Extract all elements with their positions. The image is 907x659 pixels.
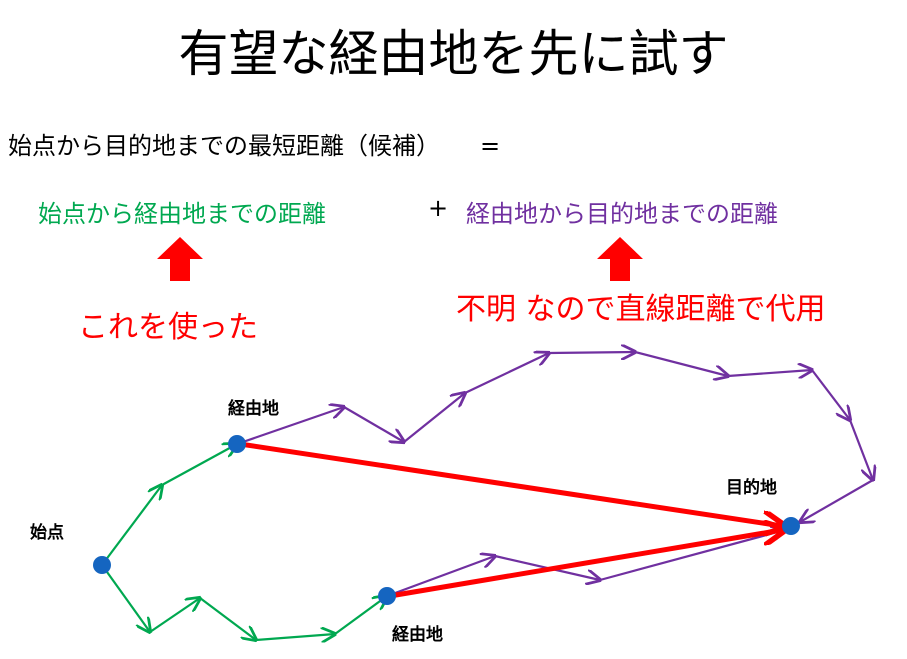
- note-unknown-substitute: 不明 なので直線距離で代用: [456, 292, 826, 327]
- note-used: これを使った: [78, 310, 258, 345]
- purple-path-upper: [236, 352, 873, 522]
- node-waypoint-lower: [378, 587, 396, 605]
- equals-sign: =: [480, 132, 501, 160]
- red-straight-line-upper: [239, 441, 782, 526]
- label-start: 始点: [30, 522, 64, 543]
- green-path-upper: [101, 444, 237, 566]
- label-goal: 目的地: [726, 477, 777, 498]
- formula-lhs: 始点から目的地までの最短距離（候補） =: [8, 126, 500, 161]
- page-title: 有望な経由地を先に試す: [178, 25, 729, 83]
- green-path-lower: [101, 564, 387, 640]
- formula-term-start-to-waypoint: 始点から経由地までの距離: [38, 200, 326, 228]
- formula-term-waypoint-to-goal: 経由地から目的地までの距離: [466, 200, 778, 228]
- up-arrow-icon-left: [157, 237, 203, 281]
- node-start: [93, 556, 111, 574]
- red-straight-line-lower: [389, 530, 782, 599]
- node-waypoint-upper: [228, 435, 246, 453]
- up-arrow-icon-right: [597, 237, 643, 281]
- label-waypoint-lower: 経由地: [392, 624, 443, 645]
- plus-sign: +: [428, 194, 449, 222]
- formula-lhs-text: 始点から目的地までの最短距離（候補）: [8, 132, 440, 160]
- label-waypoint-upper: 経由地: [228, 398, 279, 419]
- node-goal: [782, 517, 800, 535]
